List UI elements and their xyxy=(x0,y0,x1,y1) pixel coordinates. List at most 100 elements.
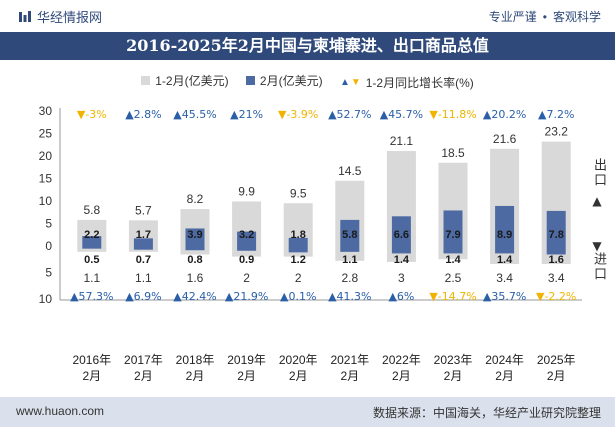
growth-label-import: ▲42.4% xyxy=(173,290,216,303)
x-tick-label: 2月 xyxy=(392,369,411,383)
data-label-import-total: 1.1 xyxy=(135,271,152,285)
data-label-import-feb: 1.1 xyxy=(342,254,357,266)
legend-item-total: 1-2月(亿美元) xyxy=(141,72,229,89)
tagline: 专业严谨 • 客观科学 xyxy=(489,8,601,25)
y-tick-label: 0 xyxy=(45,239,52,253)
data-label-import-total: 2.8 xyxy=(341,271,358,285)
side-label-import: 进口 xyxy=(590,252,609,282)
y-tick-label: 5 xyxy=(45,266,52,280)
data-label-export-total: 9.5 xyxy=(290,186,307,200)
side-label-export: 出口 xyxy=(590,158,609,188)
x-tick-label: 2022年 xyxy=(382,353,421,367)
side-label-export-text: 出口 xyxy=(592,158,607,188)
x-tick-label: 2020年 xyxy=(279,353,318,367)
bar-export-feb xyxy=(340,219,360,246)
data-label-export-feb: 5.8 xyxy=(342,229,357,241)
growth-label-export: ▲2.8% xyxy=(125,108,161,121)
bar-export-feb xyxy=(133,238,153,246)
top-bar: 华经情报网 专业严谨 • 客观科学 xyxy=(0,0,615,32)
legend-swatch-total xyxy=(141,76,151,85)
data-label-import-feb: 1.6 xyxy=(549,254,564,266)
tagline-right: 客观科学 xyxy=(552,10,601,24)
growth-label-export: ▼-3.9% xyxy=(278,108,318,121)
bar-import-feb xyxy=(443,246,463,254)
data-label-export-total: 23.2 xyxy=(545,125,569,139)
bar-export-feb xyxy=(495,205,515,246)
data-label-export-feb: 7.8 xyxy=(549,229,564,241)
data-label-export-feb: 7.9 xyxy=(445,229,460,241)
x-tick-label: 2月 xyxy=(237,369,256,383)
data-label-import-feb: 1.4 xyxy=(394,254,410,266)
footer-source: 数据来源：中国海关，华经产业研究院整理 xyxy=(372,406,601,420)
bar-import-feb xyxy=(340,246,360,252)
bar-export-feb xyxy=(185,228,205,246)
growth-label-export: ▼-11.8% xyxy=(429,108,476,121)
y-tick-label: 10 xyxy=(39,292,53,306)
y-tick-label: 25 xyxy=(39,127,53,141)
y-tick-label: 20 xyxy=(39,149,53,163)
growth-label-export: ▲20.2% xyxy=(483,108,526,121)
data-label-export-feb: 2.2 xyxy=(84,229,99,241)
bar-export-feb xyxy=(82,236,102,246)
bar-import-feb xyxy=(82,246,102,249)
x-tick-label: 2017年 xyxy=(124,353,163,367)
data-label-export-total: 21.6 xyxy=(493,132,517,146)
growth-label-import: ▼-2.2% xyxy=(536,290,576,303)
dot-separator-icon: • xyxy=(542,10,547,24)
data-label-import-feb: 1.2 xyxy=(291,254,306,266)
bar-export-feb xyxy=(443,210,463,246)
data-label-import-feb: 0.5 xyxy=(84,254,99,266)
brand-name: 华经情报网 xyxy=(37,10,103,25)
data-label-import-feb: 1.4 xyxy=(497,254,513,266)
data-label-export-feb: 1.8 xyxy=(291,229,306,241)
data-label-import-feb: 1.4 xyxy=(445,254,461,266)
bar-import-total xyxy=(232,246,262,257)
y-tick-label: 10 xyxy=(39,194,53,208)
x-tick-label: 2月 xyxy=(186,369,205,383)
data-label-export-total: 21.1 xyxy=(390,134,414,148)
y-tick-label: 30 xyxy=(39,104,53,118)
bar-export-feb xyxy=(391,216,411,246)
data-label-export-total: 9.9 xyxy=(238,184,255,198)
growth-label-export: ▲45.5% xyxy=(173,108,216,121)
growth-label-export: ▼-3% xyxy=(77,108,107,121)
x-tick-label: 2016年 xyxy=(72,353,111,367)
brand[interactable]: 华经情报网 xyxy=(18,7,102,26)
bar-export-feb xyxy=(288,237,308,246)
data-label-import-feb: 0.9 xyxy=(239,254,254,266)
growth-label-import: ▲41.3% xyxy=(328,290,371,303)
bar-import-feb xyxy=(495,246,515,254)
legend-swatch-feb xyxy=(245,76,255,85)
x-tick-label: 2025年 xyxy=(537,353,576,367)
data-label-export-feb: 3.2 xyxy=(239,229,254,241)
x-tick-label: 2月 xyxy=(547,369,566,383)
bar-import-feb xyxy=(237,246,257,251)
growth-label-import: ▲6% xyxy=(388,290,414,303)
growth-label-import: ▲35.7% xyxy=(483,290,526,303)
bar-import-feb xyxy=(546,246,566,255)
growth-label-export: ▲7.2% xyxy=(538,108,574,121)
growth-label-export: ▲52.7% xyxy=(328,108,371,121)
x-tick-label: 2月 xyxy=(495,369,514,383)
x-tick-label: 2024年 xyxy=(485,353,524,367)
data-label-export-feb: 8.9 xyxy=(497,229,512,241)
tagline-left: 专业严谨 xyxy=(488,10,537,24)
legend-label-total: 1-2月(亿美元) xyxy=(155,74,229,88)
data-label-import-total: 2 xyxy=(295,271,302,285)
x-tick-label: 2月 xyxy=(82,369,101,383)
legend-item-feb: 2月(亿美元) xyxy=(245,72,323,89)
growth-label-export: ▲21% xyxy=(230,108,263,121)
data-label-import-total: 3.4 xyxy=(496,271,513,285)
data-label-import-total: 2 xyxy=(243,271,250,285)
x-tick-label: 2月 xyxy=(444,369,463,383)
data-label-import-total: 2.5 xyxy=(445,271,462,285)
growth-label-import: ▲21.9% xyxy=(225,290,268,303)
brand-logo-icon xyxy=(19,10,31,22)
chart-title: 2016-2025年2月中国与柬埔寨进、出口商品总值 xyxy=(0,32,615,60)
x-tick-label: 2月 xyxy=(134,369,153,383)
footer-site-link[interactable]: www.huaon.com xyxy=(16,404,105,418)
data-label-export-total: 5.7 xyxy=(135,203,152,217)
bar-import-feb xyxy=(185,246,205,251)
data-label-import-total: 1.1 xyxy=(83,271,100,285)
legend-label-growth: 1-2月同比增长率(%) xyxy=(365,76,474,90)
